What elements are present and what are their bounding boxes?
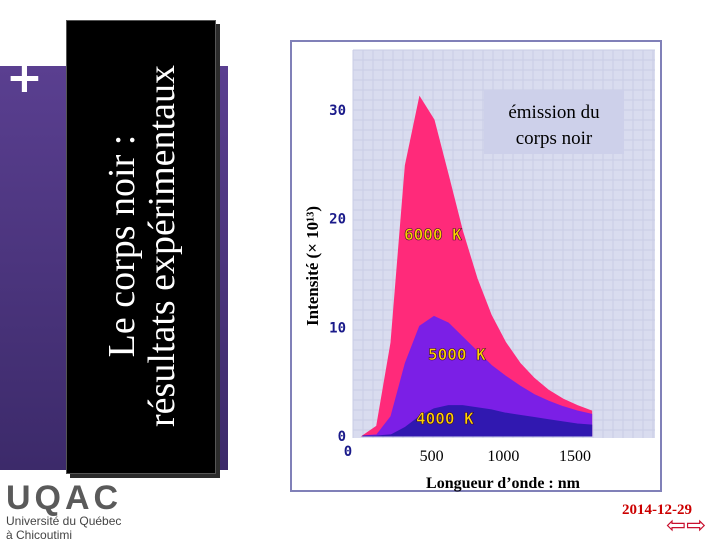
curve-labels: 6000 K 5000 K 4000 K [404, 225, 487, 429]
x-tick-label: 1000 [487, 448, 519, 465]
y-tick-label: 20 [329, 212, 346, 228]
nav-arrows-icon[interactable]: ⇦⇨ [666, 511, 707, 539]
x-tick-label: 500 [420, 448, 444, 465]
chart-title-line2: corps noir [516, 128, 593, 149]
logo-line1: Université du Québec [6, 514, 122, 528]
series-area-5000k [362, 315, 593, 437]
y-axis-label: Intensité (× 10¹³) [303, 206, 322, 326]
logo-line2: à Chicoutimi [6, 528, 73, 542]
x-axis-label: Longueur d’onde : nm [426, 475, 581, 492]
x-tick-labels: 0 500 1000 1500 [344, 444, 591, 465]
y-tick-label: 30 [329, 103, 346, 119]
plus-icon: + [6, 52, 43, 103]
y-tick-label: 0 [338, 429, 346, 445]
y-tick-label: 10 [329, 320, 346, 336]
curve-label: 5000 K [428, 345, 486, 364]
plot-frame [290, 40, 662, 492]
chart-title-box [484, 90, 624, 154]
slide-title-panel [66, 20, 216, 474]
x-tick-label: 1500 [559, 448, 591, 465]
series-area-4000k [362, 405, 593, 437]
series-areas [360, 95, 593, 437]
curve-label: 6000 K [404, 225, 462, 244]
uqac-logo: UQAC Université du Québec à Chicoutimi [6, 479, 123, 542]
x-tick-label: 0 [344, 444, 352, 460]
logo-wordmark: UQAC [6, 479, 123, 517]
y-tick-labels: 0 10 20 30 [329, 103, 346, 445]
curve-label: 4000 K [416, 409, 474, 428]
slide-date: 2014-12-29 [622, 502, 692, 518]
chart-title-line1: émission du [508, 102, 600, 123]
